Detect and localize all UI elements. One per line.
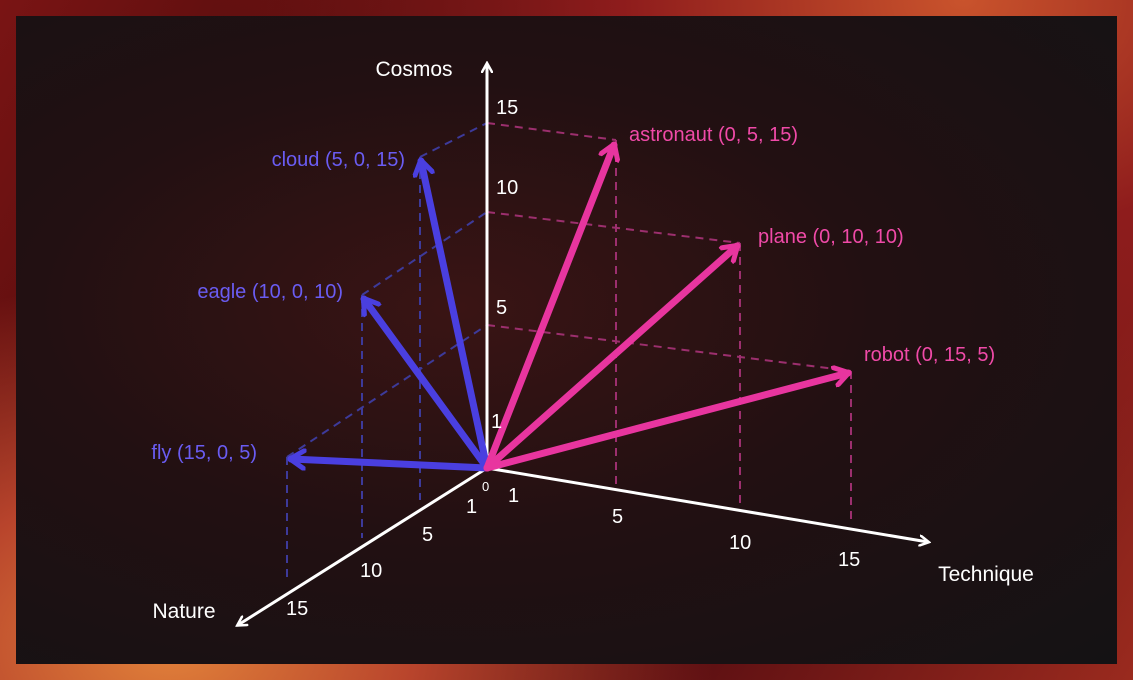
robot-label: robot (0, 15, 5) [864, 344, 995, 366]
plane-back-line [486, 211, 741, 244]
nature-guides [286, 122, 488, 582]
pink-vectors [483, 141, 852, 472]
technique-tick-10: 10 [729, 532, 751, 554]
cosmos-tick-10: 10 [496, 177, 518, 199]
origin-label: 0 [482, 479, 489, 494]
cosmos-axis-title: Cosmos [375, 58, 452, 81]
technique-tick-15: 15 [838, 549, 860, 571]
nature-tick-1: 1 [466, 496, 477, 518]
blue-vectors [287, 157, 491, 472]
technique-tick-1: 1 [508, 485, 519, 507]
technique-tick-5: 5 [612, 506, 623, 528]
nature-tick-15: 15 [286, 598, 308, 620]
astronaut-back-line [486, 122, 617, 141]
cloud-vector [421, 157, 491, 472]
eagle-vector [360, 295, 491, 472]
robot-back-line [486, 324, 852, 372]
diagram-frame [16, 16, 1117, 664]
nature-axis-title: Nature [152, 600, 215, 623]
nature-axis [238, 466, 489, 625]
astronaut-label: astronaut (0, 5, 15) [629, 124, 798, 146]
technique-guides [486, 122, 852, 525]
nature-tick-5: 5 [422, 524, 433, 546]
cosmos-tick-1: 1 [491, 411, 502, 433]
plane-vector [483, 242, 741, 472]
eagle-label: eagle (10, 0, 10) [197, 281, 343, 303]
fly-vector [287, 459, 491, 472]
astronaut-vector [483, 141, 614, 472]
axes [238, 64, 928, 625]
fly-back-line [286, 324, 488, 458]
cosmos-tick-5: 5 [496, 297, 507, 319]
robot-vector [483, 373, 852, 472]
technique-axis [485, 466, 928, 542]
technique-axis-title: Technique [938, 563, 1034, 586]
plane-label: plane (0, 10, 10) [758, 226, 904, 248]
nature-tick-10: 10 [360, 560, 382, 582]
eagle-back-line [361, 211, 488, 296]
cosmos-tick-15: 15 [496, 97, 518, 119]
cloud-label: cloud (5, 0, 15) [272, 149, 405, 171]
cloud-back-line [419, 122, 488, 158]
fly-label: fly (15, 0, 5) [151, 442, 257, 464]
